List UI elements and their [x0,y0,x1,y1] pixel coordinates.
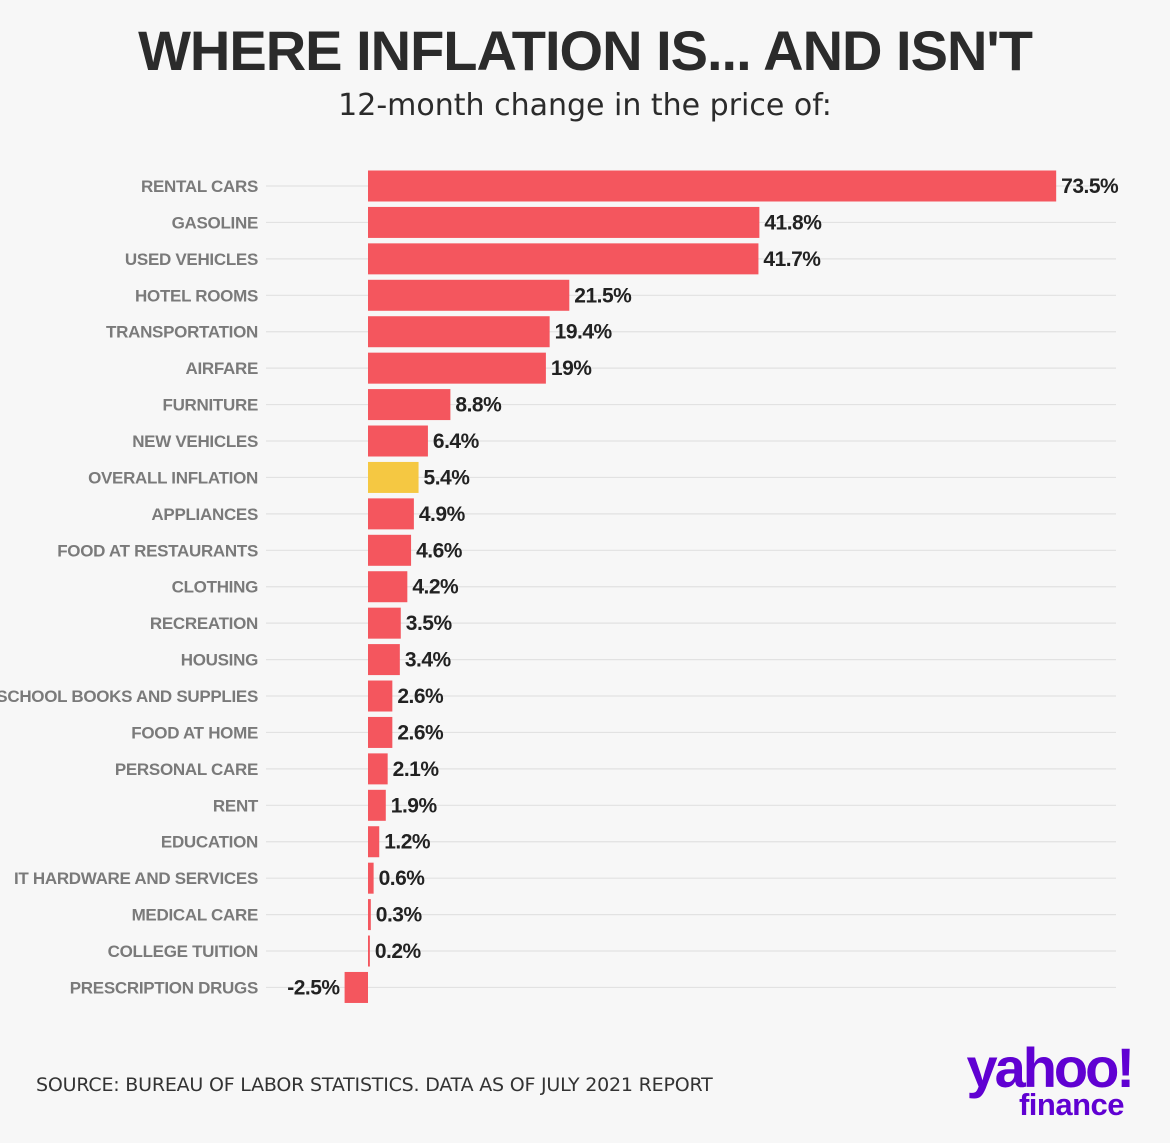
bar [368,680,393,712]
data-label: 19% [551,357,592,380]
data-label: 4.6% [416,539,463,562]
bar [368,425,428,457]
category-label: NEW VEHICLES [132,432,258,451]
data-label: 4.2% [412,576,459,599]
category-label: RENTAL CARS [141,177,258,196]
category-label: GASOLINE [172,213,258,232]
bar [368,607,401,639]
bar [368,826,380,858]
bar [368,316,550,348]
data-label: 6.4% [433,430,480,453]
bar [368,935,370,967]
data-label: 41.8% [764,211,822,234]
data-label: 2.6% [397,721,444,744]
category-label: USED VEHICLES [125,250,258,269]
category-label: IT HARDWARE AND SERVICES [14,869,258,888]
data-label: 19.4% [555,321,613,344]
bar-chart: RENTAL CARS 73.5% GASOLINE 41.8% USED VEHICL… [0,170,1120,1003]
category-label: COLLEGE TUITION [108,942,258,961]
data-label: 3.4% [405,649,452,672]
bar [368,243,759,275]
data-label: 2.1% [393,758,440,781]
category-label: RECREATION [150,614,258,633]
category-label: OVERALL INFLATION [88,468,258,487]
data-label: -2.5% [287,976,340,999]
bar [368,571,408,603]
bar [368,389,451,421]
data-label: 0.6% [379,867,426,890]
bar [368,644,400,676]
bar [368,498,414,530]
category-label: SCHOOL BOOKS AND SUPPLIES [0,687,258,706]
bar [368,534,412,566]
logo-yahoo-text: yahoo! [966,1036,1135,1099]
category-label: HOUSING [181,651,258,670]
bar [344,971,368,1003]
category-label: FOOD AT RESTAURANTS [57,541,258,560]
data-label: 0.2% [375,940,422,963]
category-label: EDUCATION [161,833,258,852]
data-label: 4.9% [419,503,466,526]
bar [368,862,374,894]
category-label: TRANSPORTATION [106,323,258,342]
category-label: CLOTHING [172,578,258,597]
data-label: 0.3% [376,904,423,927]
category-label: FURNITURE [162,396,258,415]
bar [368,170,1057,202]
data-label: 41.7% [763,248,821,271]
category-label: AIRFARE [185,359,258,378]
category-label: FOOD AT HOME [131,723,258,742]
data-label: 1.9% [391,794,438,817]
data-label: 21.5% [574,284,632,307]
chart-title: WHERE INFLATION IS... AND ISN'T [138,19,1033,82]
data-label: 8.8% [455,394,502,417]
category-label: MEDICAL CARE [132,906,258,925]
data-label: 3.5% [406,612,453,635]
bar [368,279,570,311]
category-label: HOTEL ROOMS [135,286,258,305]
category-label: PERSONAL CARE [115,760,258,779]
data-label: 73.5% [1061,175,1119,198]
bar [368,753,388,785]
bar [368,206,760,238]
category-label: RENT [213,796,259,815]
bar [368,461,419,493]
bar [368,352,546,384]
bar [368,899,371,931]
category-label: PRESCRIPTION DRUGS [70,978,258,997]
data-label: 5.4% [424,466,471,489]
bar [368,789,386,821]
data-label: 1.2% [384,831,431,854]
chart-subtitle: 12-month change in the price of: [338,88,832,123]
bar [368,716,393,748]
data-label: 2.6% [397,685,444,708]
logo-finance-text: finance [1018,1087,1125,1122]
yahoo-finance-logo: yahoo! finance [930,1040,1150,1130]
category-label: APPLIANCES [151,505,258,524]
source-note: SOURCE: BUREAU OF LABOR STATISTICS. DATA… [36,1074,713,1096]
